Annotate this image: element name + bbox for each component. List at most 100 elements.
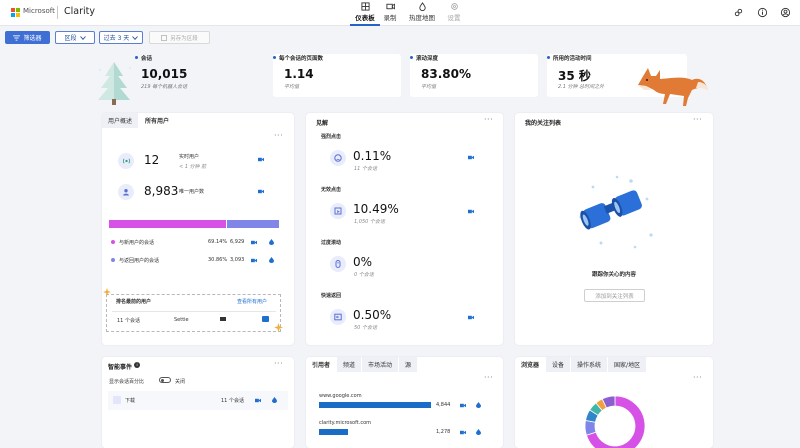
referrer-name: www.google.com (319, 393, 362, 399)
more-options-icon[interactable]: ··· (274, 359, 284, 368)
tab-user-overview[interactable]: 用户概述 (102, 113, 140, 128)
chevron-down-icon (79, 35, 86, 40)
tab-heatmaps[interactable]: 热度地图 (406, 2, 438, 26)
account-icon[interactable] (780, 7, 791, 18)
tab-operating-systems[interactable]: 操作系统 (571, 357, 609, 372)
download-icon (113, 396, 121, 404)
filters-button[interactable]: 筛选器 (5, 31, 50, 44)
see-all-users-link[interactable]: 查看所有用户 (237, 299, 268, 305)
referrers-card: 引用者 频道 市场活动 源 ··· www.google.com 4,844 c… (306, 357, 503, 448)
tab-settings[interactable]: 设置 (445, 2, 463, 26)
tab-dashboard-label: 仪表板 (355, 14, 375, 22)
info-icon[interactable] (757, 7, 768, 18)
live-users-value: 12 (144, 153, 160, 167)
info-icon[interactable]: i (134, 362, 140, 368)
tab-browsers[interactable]: 浏览器 (515, 357, 547, 372)
recordings-icon[interactable] (258, 189, 264, 194)
heatmap-icon[interactable] (269, 239, 274, 245)
kpi-dot (410, 56, 413, 59)
recordings-icon[interactable] (255, 398, 261, 403)
save-segment-button[interactable]: 另存为区段 (149, 31, 210, 44)
share-icon[interactable] (733, 7, 744, 18)
sparkle-icon (274, 323, 283, 332)
recordings-icon[interactable] (460, 403, 466, 408)
more-options-icon[interactable]: ··· (693, 115, 703, 124)
more-options-icon[interactable]: ··· (484, 373, 494, 382)
unique-users-label: 唯一用户数 (179, 189, 205, 195)
kpi-dot (547, 56, 550, 59)
more-options-icon[interactable]: ··· (274, 131, 284, 140)
kpi-sub: 平均值 (284, 84, 300, 90)
more-options-icon[interactable]: ··· (484, 115, 494, 124)
more-options-icon[interactable]: ··· (693, 373, 703, 382)
recordings-icon[interactable] (468, 155, 474, 160)
new-users-count: 6,929 (230, 239, 245, 245)
insight-value: 0.11% (353, 149, 392, 163)
tab-devices[interactable]: 设备 (546, 357, 572, 372)
recordings-icon[interactable] (460, 430, 466, 435)
tab-campaigns[interactable]: 市场活动 (362, 357, 400, 372)
kpi-sessions[interactable]: 会话 10,015 219 每个机器人会话 (135, 54, 263, 97)
browsers-card: 浏览器 设备 操作系统 国家/地区 ··· (515, 357, 713, 448)
insights-card: 见解 ··· 强烈点击 0.11% 11 个会话 无效点击 10.49% 1,0… (306, 113, 503, 345)
smart-events-title: 智能事件 (108, 364, 133, 371)
tab-dashboard[interactable]: 仪表板 (350, 2, 380, 26)
settings-icon (450, 3, 458, 10)
recordings-icon[interactable] (258, 157, 264, 162)
chevron-down-icon (132, 35, 139, 40)
donut-slice[interactable] (585, 395, 646, 448)
watchlist-card: 我的关注列表 ··· 跟踪你关心的内容 添加到关注列表 (515, 113, 713, 345)
tab-sources[interactable]: 源 (399, 357, 419, 372)
tab-all-users[interactable]: 所有用户 (139, 113, 177, 128)
kpi-pages-per-session[interactable]: 每个会话的页面数 1.14 平均值 (273, 54, 401, 97)
microsoft-logo-icon (11, 8, 20, 17)
product-name[interactable]: Clarity (64, 6, 95, 17)
unique-users-icon (118, 184, 134, 200)
date-range-dropdown[interactable]: 过去 3 天 (99, 31, 143, 44)
user-overview-card: 用户概述 所有用户 ··· 12 实时用户 < 1 分钟 前 8,983 唯一用… (102, 113, 294, 345)
show-percentage-toggle[interactable] (159, 377, 171, 383)
heatmap-icon[interactable] (476, 429, 481, 435)
tab-referrers[interactable]: 引用者 (306, 357, 338, 372)
quick-back-icon (330, 309, 346, 325)
smart-event-row[interactable]: 下载 11 个会话 (108, 391, 288, 410)
donut-slice[interactable] (584, 419, 597, 436)
kpi-label: 会话 (141, 56, 153, 62)
insight-sub: 11 个会话 (354, 166, 377, 172)
recordings-icon[interactable] (468, 209, 474, 214)
smart-event-count: 11 个会话 (221, 398, 244, 404)
tab-recordings-label: 录制 (383, 14, 397, 22)
insight-value: 10.49% (353, 202, 399, 216)
heatmap-icon[interactable] (272, 397, 277, 403)
returning-users-legend-dot (111, 258, 115, 262)
smart-events-card: 智能事件 i ··· 显示会话百分比 关闭 下载 11 个会话 (102, 357, 294, 448)
insight-sub: 0 个会话 (354, 272, 374, 278)
insight-label: 快速返回 (321, 293, 342, 299)
kpi-label: 所用的活动时间 (553, 56, 592, 62)
tab-channels[interactable]: 频道 (337, 357, 363, 372)
overview-tabs: 用户概述 所有用户 (102, 113, 177, 128)
heatmap-icon[interactable] (476, 402, 481, 408)
watchlist-title: 我的关注列表 (525, 120, 562, 127)
user-profile-icon[interactable] (262, 316, 269, 322)
recordings-icon[interactable] (251, 258, 257, 263)
recordings-icon[interactable] (468, 315, 474, 320)
insights-title: 见解 (316, 120, 329, 127)
kpi-scroll-depth[interactable]: 滚动深度 83.80% 平均值 (410, 54, 538, 97)
recordings-icon[interactable] (251, 240, 257, 245)
returning-users-pct: 30.86% (208, 257, 228, 263)
show-percentage-label: 显示会话百分比 (109, 379, 145, 385)
header-divider (57, 6, 58, 19)
tab-countries[interactable]: 国家/地区 (608, 357, 648, 372)
tab-recordings[interactable]: 录制 (381, 2, 399, 26)
segments-dropdown[interactable]: 区段 (55, 31, 95, 44)
donut-slice[interactable] (601, 395, 616, 409)
insight-label: 强烈点击 (321, 134, 342, 140)
add-to-watchlist-button[interactable]: 添加到关注列表 (584, 289, 645, 302)
heatmap-icon[interactable] (269, 257, 274, 263)
save-segment-label: 另存为区段 (170, 35, 198, 42)
date-range-label: 过去 3 天 (103, 35, 130, 42)
insight-label: 过度滚动 (321, 240, 342, 246)
top-header: Microsoft Clarity 仪表板 录制 热度地图 设置 (0, 0, 800, 26)
kpi-value: 1.14 (284, 67, 314, 81)
